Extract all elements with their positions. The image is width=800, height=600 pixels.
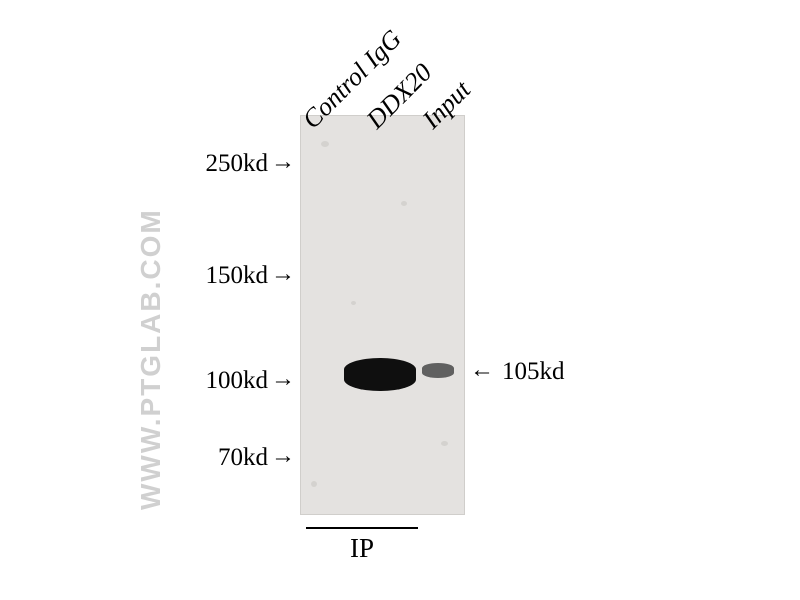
figure-container: WWW.PTGLAB.COM Control IgG DDX20 Input 2… (0, 0, 800, 600)
noise-spot (401, 201, 407, 206)
ip-label: IP (350, 533, 374, 564)
ip-bracket-line (306, 527, 418, 529)
marker-arrow-icon: → (271, 443, 295, 470)
result-band-label: 105kd (502, 358, 565, 386)
noise-spot (311, 481, 317, 487)
noise-spot (321, 141, 329, 147)
marker-arrow-icon: → (271, 149, 295, 176)
band-ddx20-lane (344, 358, 416, 391)
blot-membrane (300, 115, 465, 515)
marker-100kd: 100kd (178, 367, 268, 395)
marker-150kd: 150kd (178, 262, 268, 290)
band-input-lane (422, 363, 454, 378)
noise-spot (351, 301, 356, 305)
watermark-text: WWW.PTGLAB.COM (135, 208, 167, 510)
marker-arrow-icon: → (271, 261, 295, 288)
marker-70kd: 70kd (178, 444, 268, 472)
result-arrow-icon: ← (470, 357, 494, 384)
marker-250kd: 250kd (178, 150, 268, 178)
marker-arrow-icon: → (271, 366, 295, 393)
noise-spot (441, 441, 448, 446)
